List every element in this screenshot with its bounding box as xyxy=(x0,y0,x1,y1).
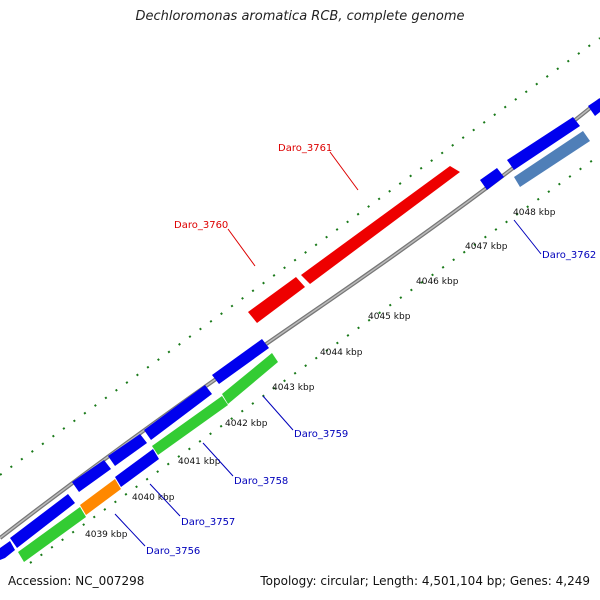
highlight-gene-track xyxy=(248,166,460,323)
gene-daro-3759-block[interactable] xyxy=(222,353,278,404)
gene-leader-lines xyxy=(114,151,542,547)
kbp-label: 4048 kbp xyxy=(513,208,556,218)
gene-block[interactable] xyxy=(144,385,212,440)
gene-daro-3760-block[interactable] xyxy=(248,277,305,323)
kbp-label: 4042 kbp xyxy=(225,419,268,429)
gene-daro-3756-block[interactable] xyxy=(18,507,86,562)
gene-label-daro-3759[interactable]: Daro_3759 xyxy=(294,429,348,440)
gene-labels: Daro_3756 Daro_3757 Daro_3758 Daro_3759 … xyxy=(146,143,596,557)
map-title: Dechloromonas aromatica RCB, complete ge… xyxy=(135,9,465,24)
gene-block[interactable] xyxy=(588,98,600,116)
kbp-label: 4039 kbp xyxy=(85,530,128,540)
gene-block[interactable] xyxy=(507,117,580,170)
gene-label-daro-3758[interactable]: Daro_3758 xyxy=(234,476,288,487)
gene-daro-3758-block[interactable] xyxy=(115,449,159,487)
gene-block[interactable] xyxy=(212,339,269,384)
forward-gene-track xyxy=(0,98,600,560)
gene-label-daro-3762[interactable]: Daro_3762 xyxy=(542,250,596,261)
gene-block[interactable] xyxy=(108,434,147,466)
kbp-label: 4046 kbp xyxy=(416,277,459,287)
gene-block[interactable] xyxy=(72,460,111,492)
gene-block[interactable] xyxy=(152,396,228,455)
reverse-gene-track xyxy=(18,131,590,562)
gene-block[interactable] xyxy=(10,494,75,548)
gene-label-daro-3757[interactable]: Daro_3757 xyxy=(181,517,235,528)
gene-label-daro-3756[interactable]: Daro_3756 xyxy=(146,546,200,557)
kbp-labels: 4039 kbp 4040 kbp 4041 kbp 4042 kbp 4043… xyxy=(85,208,556,540)
gene-label-daro-3761[interactable]: Daro_3761 xyxy=(278,143,332,154)
gene-label-daro-3760[interactable]: Daro_3760 xyxy=(174,220,228,231)
gene-daro-3761-block[interactable] xyxy=(301,166,460,284)
gene-daro-3757-block[interactable] xyxy=(80,479,121,515)
gene-daro-3762-block[interactable] xyxy=(514,131,590,187)
kbp-label: 4040 kbp xyxy=(132,493,175,503)
kbp-label: 4043 kbp xyxy=(272,383,315,393)
accession-text: Accession: NC_007298 xyxy=(8,574,145,588)
kbp-label: 4041 kbp xyxy=(178,457,221,467)
kbp-label: 4045 kbp xyxy=(368,312,411,322)
kbp-label: 4044 kbp xyxy=(320,348,363,358)
outer-tick-ring xyxy=(0,37,600,476)
gene-block[interactable] xyxy=(480,168,504,190)
topology-info-text: Topology: circular; Length: 4,501,104 bp… xyxy=(260,574,590,588)
kbp-label: 4047 kbp xyxy=(465,242,508,252)
gene-block[interactable] xyxy=(0,541,15,560)
